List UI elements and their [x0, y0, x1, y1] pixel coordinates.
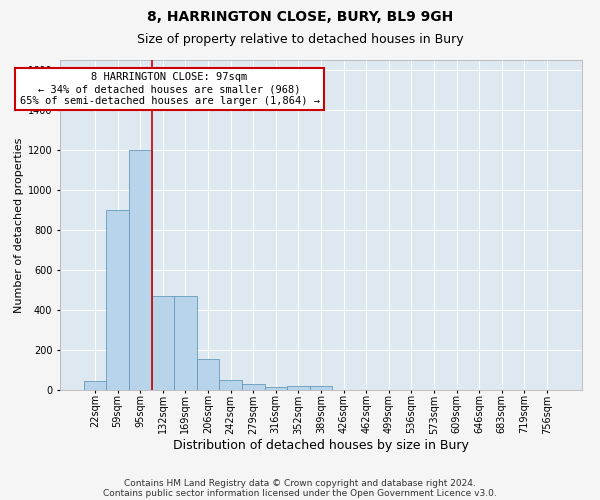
Text: 8 HARRINGTON CLOSE: 97sqm
← 34% of detached houses are smaller (968)
65% of semi: 8 HARRINGTON CLOSE: 97sqm ← 34% of detac… [20, 72, 320, 106]
Bar [310, 386, 332, 390]
Bar [174, 296, 197, 390]
Bar [287, 386, 310, 390]
Bar [197, 359, 220, 390]
Bar [84, 381, 106, 390]
Y-axis label: Number of detached properties: Number of detached properties [14, 138, 23, 312]
X-axis label: Distribution of detached houses by size in Bury: Distribution of detached houses by size … [173, 439, 469, 452]
Text: Size of property relative to detached houses in Bury: Size of property relative to detached ho… [137, 32, 463, 46]
Bar [220, 380, 242, 390]
Bar [106, 210, 129, 390]
Bar [242, 384, 265, 390]
Bar [129, 150, 152, 390]
Bar [152, 296, 174, 390]
Text: Contains HM Land Registry data © Crown copyright and database right 2024.: Contains HM Land Registry data © Crown c… [124, 478, 476, 488]
Text: 8, HARRINGTON CLOSE, BURY, BL9 9GH: 8, HARRINGTON CLOSE, BURY, BL9 9GH [147, 10, 453, 24]
Bar [265, 387, 287, 390]
Text: Contains public sector information licensed under the Open Government Licence v3: Contains public sector information licen… [103, 488, 497, 498]
